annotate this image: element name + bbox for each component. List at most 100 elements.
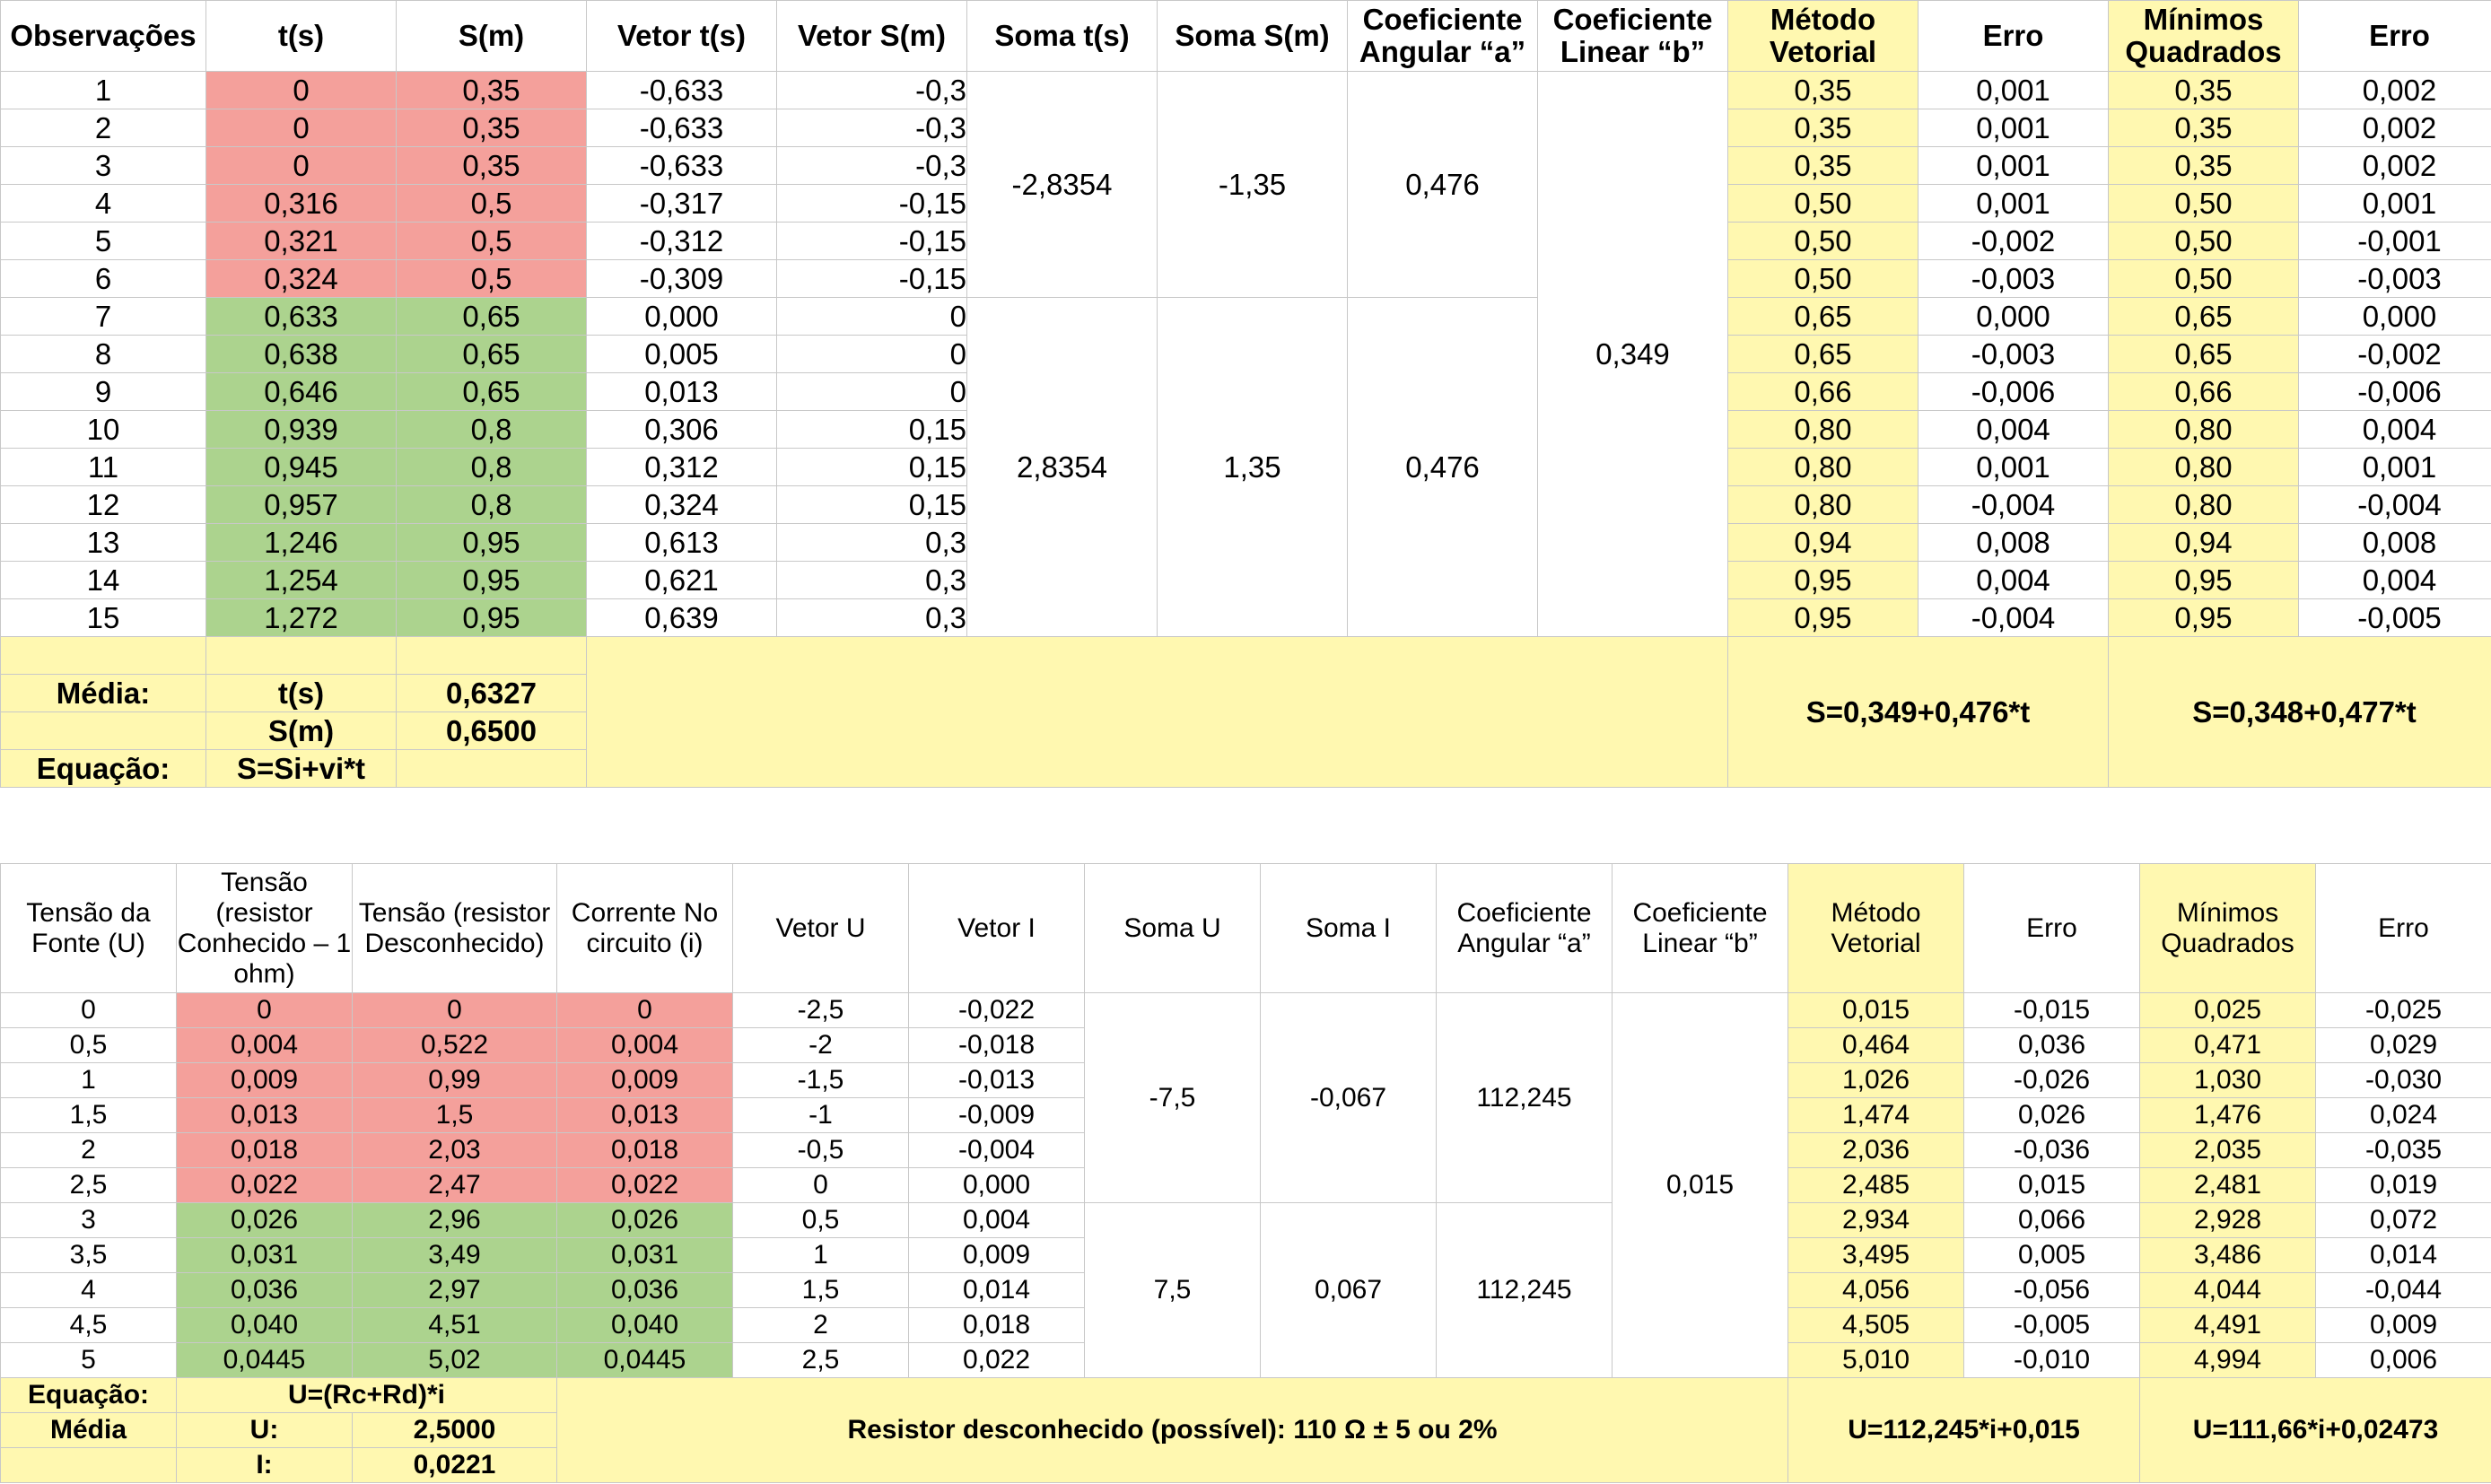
t-cell[interactable]: 0	[205, 146, 397, 185]
observation-cell[interactable]: 9	[0, 372, 206, 411]
erro-minimos-cell[interactable]: -0,005	[2298, 598, 2491, 637]
vetor-s-cell[interactable]: 0	[776, 335, 967, 373]
erro-minimos-cell[interactable]: -0,004	[2298, 485, 2491, 524]
media-t-label[interactable]: t(s)	[205, 674, 397, 712]
soma-i-cell[interactable]: 0,067	[1260, 1202, 1437, 1378]
vetor-u-cell[interactable]: -1	[732, 1097, 909, 1133]
erro-vetorial-cell[interactable]: -0,003	[1918, 259, 2109, 298]
t-cell[interactable]: 1,254	[205, 561, 397, 599]
tensao-fonte-cell[interactable]: 0	[0, 992, 177, 1028]
table-cell[interactable]	[0, 1447, 177, 1483]
header-tensao-conhecido[interactable]: Tensão (resistor Conhecido – 1 ohm)	[176, 863, 353, 993]
vetor-u-cell[interactable]: -2,5	[732, 992, 909, 1028]
s-cell[interactable]: 0,5	[396, 259, 587, 298]
vetor-i-cell[interactable]: 0,022	[908, 1342, 1085, 1378]
erro-vetorial-cell[interactable]: -0,006	[1918, 372, 2109, 411]
coef-linear-cell[interactable]: 0,015	[1612, 992, 1788, 1378]
media-t-value[interactable]: 0,6327	[396, 674, 587, 712]
corrente-cell[interactable]: 0,036	[556, 1272, 733, 1308]
minimos-cell[interactable]: 0,471	[2139, 1027, 2316, 1063]
coef-angular-cell[interactable]: 112,245	[1436, 1202, 1613, 1378]
vetorial-cell[interactable]: 0,80	[1727, 485, 1919, 524]
tensao-fonte-cell[interactable]: 1	[0, 1062, 177, 1098]
header-erro-vetorial[interactable]: Erro	[1918, 0, 2109, 72]
vetorial-cell[interactable]: 0,80	[1727, 410, 1919, 449]
header-coef-angular[interactable]: Coeficiente Angular “a”	[1347, 0, 1538, 72]
s-cell[interactable]: 0,65	[396, 335, 587, 373]
vetorial-cell[interactable]: 0,015	[1787, 992, 1964, 1028]
corrente-cell[interactable]: 0,018	[556, 1132, 733, 1168]
vetor-s-cell[interactable]: -0,3	[776, 146, 967, 185]
corrente-cell[interactable]: 0,013	[556, 1097, 733, 1133]
observation-cell[interactable]: 3	[0, 146, 206, 185]
minimos-cell[interactable]: 1,476	[2139, 1097, 2316, 1133]
vetorial-cell[interactable]: 4,056	[1787, 1272, 1964, 1308]
erro-minimos-cell[interactable]: 0,024	[2315, 1097, 2491, 1133]
header-coef-linear[interactable]: Coeficiente Linear “b”	[1537, 0, 1728, 72]
vetorial-cell[interactable]: 0,50	[1727, 184, 1919, 223]
header-t[interactable]: t(s)	[205, 0, 397, 72]
erro-vetorial-cell[interactable]: -0,010	[1963, 1342, 2140, 1378]
tensao-conhecido-cell[interactable]: 0,022	[176, 1167, 353, 1203]
table-cell[interactable]	[396, 749, 587, 788]
header-soma-t[interactable]: Soma t(s)	[966, 0, 1158, 72]
tensao-fonte-cell[interactable]: 3,5	[0, 1237, 177, 1273]
equation-value[interactable]: U=(Rc+Rd)*i	[176, 1377, 557, 1413]
header-soma-s[interactable]: Soma S(m)	[1157, 0, 1348, 72]
tensao-desconhecido-cell[interactable]: 2,97	[352, 1272, 557, 1308]
header-coef-linear[interactable]: Coeficiente Linear “b”	[1612, 863, 1788, 993]
minimos-cell[interactable]: 0,50	[2108, 184, 2299, 223]
vetor-i-cell[interactable]: -0,018	[908, 1027, 1085, 1063]
tensao-desconhecido-cell[interactable]: 0,99	[352, 1062, 557, 1098]
header-erro-vetorial[interactable]: Erro	[1963, 863, 2140, 993]
minimos-cell[interactable]: 4,491	[2139, 1307, 2316, 1343]
vetorial-cell[interactable]: 5,010	[1787, 1342, 1964, 1378]
tensao-conhecido-cell[interactable]: 0,031	[176, 1237, 353, 1273]
vetor-t-cell[interactable]: 0,005	[586, 335, 777, 373]
vetorial-cell[interactable]: 0,35	[1727, 71, 1919, 109]
erro-minimos-cell[interactable]: -0,035	[2315, 1132, 2491, 1168]
observation-cell[interactable]: 12	[0, 485, 206, 524]
t-cell[interactable]: 0,945	[205, 448, 397, 486]
erro-vetorial-cell[interactable]: 0,036	[1963, 1027, 2140, 1063]
tensao-desconhecido-cell[interactable]: 4,51	[352, 1307, 557, 1343]
erro-minimos-cell[interactable]: 0,008	[2298, 523, 2491, 562]
vetor-i-cell[interactable]: 0,009	[908, 1237, 1085, 1273]
t-cell[interactable]: 0	[205, 109, 397, 147]
erro-minimos-cell[interactable]: 0,002	[2298, 109, 2491, 147]
header-soma-i[interactable]: Soma I	[1260, 863, 1437, 993]
erro-minimos-cell[interactable]: -0,025	[2315, 992, 2491, 1028]
erro-minimos-cell[interactable]: 0,001	[2298, 184, 2491, 223]
t-cell[interactable]: 0,957	[205, 485, 397, 524]
t-cell[interactable]: 0,324	[205, 259, 397, 298]
erro-minimos-cell[interactable]: -0,044	[2315, 1272, 2491, 1308]
vetor-t-cell[interactable]: 0,613	[586, 523, 777, 562]
tensao-conhecido-cell[interactable]: 0,004	[176, 1027, 353, 1063]
tensao-fonte-cell[interactable]: 3	[0, 1202, 177, 1238]
s-cell[interactable]: 0,95	[396, 598, 587, 637]
s-cell[interactable]: 0,65	[396, 297, 587, 336]
erro-vetorial-cell[interactable]: -0,003	[1918, 335, 2109, 373]
erro-vetorial-cell[interactable]: -0,004	[1918, 485, 2109, 524]
header-erro-minimos[interactable]: Erro	[2298, 0, 2491, 72]
erro-minimos-cell[interactable]: -0,002	[2298, 335, 2491, 373]
table-cell[interactable]	[396, 636, 587, 675]
erro-minimos-cell[interactable]: 0,000	[2298, 297, 2491, 336]
t-cell[interactable]: 1,246	[205, 523, 397, 562]
vetorial-cell[interactable]: 3,495	[1787, 1237, 1964, 1273]
vetor-s-cell[interactable]: 0,3	[776, 598, 967, 637]
erro-vetorial-cell[interactable]: 0,001	[1918, 184, 2109, 223]
tensao-fonte-cell[interactable]: 1,5	[0, 1097, 177, 1133]
minimos-cell[interactable]: 0,025	[2139, 992, 2316, 1028]
vetor-u-cell[interactable]: 0,5	[732, 1202, 909, 1238]
coef-linear-cell[interactable]: 0,349	[1537, 71, 1728, 637]
observation-cell[interactable]: 5	[0, 222, 206, 260]
observation-cell[interactable]: 1	[0, 71, 206, 109]
s-cell[interactable]: 0,5	[396, 184, 587, 223]
vetorial-cell[interactable]: 1,474	[1787, 1097, 1964, 1133]
table-cell[interactable]	[0, 636, 206, 675]
vetorial-cell[interactable]: 0,50	[1727, 259, 1919, 298]
vetor-t-cell[interactable]: -0,309	[586, 259, 777, 298]
erro-minimos-cell[interactable]: 0,009	[2315, 1307, 2491, 1343]
minimos-cell[interactable]: 2,928	[2139, 1202, 2316, 1238]
